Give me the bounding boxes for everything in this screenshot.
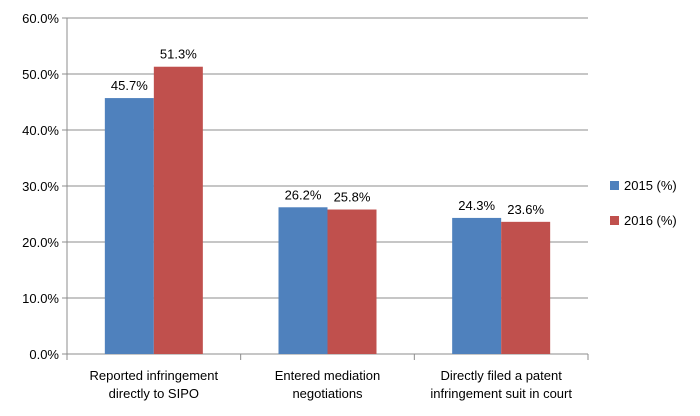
legend-label: 2015 (%) xyxy=(624,178,677,193)
y-tick-label: 60.0% xyxy=(22,11,59,26)
y-tick-label: 40.0% xyxy=(22,123,59,138)
bar xyxy=(501,221,551,354)
bar xyxy=(153,66,203,354)
bar xyxy=(327,209,377,354)
bars xyxy=(104,66,551,354)
bar-value-label: 23.6% xyxy=(507,202,544,217)
y-tick-label: 20.0% xyxy=(22,235,59,250)
bar-value-label: 25.8% xyxy=(334,190,371,205)
legend-swatch xyxy=(610,216,619,225)
x-category-label: Entered mediation negotiations xyxy=(275,368,381,401)
bar xyxy=(452,217,502,354)
bar-value-label: 45.7% xyxy=(111,78,148,93)
bar-value-label: 51.3% xyxy=(160,47,197,62)
bar xyxy=(104,98,154,354)
bar-value-label: 26.2% xyxy=(285,187,322,202)
y-tick-label: 50.0% xyxy=(22,67,59,82)
legend-label: 2016 (%) xyxy=(624,213,677,228)
x-category-label: Directly filed a patent infringement suit… xyxy=(430,368,572,401)
y-tick-label: 30.0% xyxy=(22,179,59,194)
legend: 2015 (%) 2016 (%) xyxy=(610,178,677,228)
axes: 0.0% 10.0% 20.0% 30.0% 40.0% 50.0% 60.0% Report… xyxy=(22,11,589,401)
data-labels: 45.7% 51.3% 26.2% 25.8% 24.3% 23.6% xyxy=(111,47,545,217)
bar xyxy=(278,207,328,354)
legend-swatch xyxy=(610,181,619,190)
bar-value-label: 24.3% xyxy=(458,198,495,213)
y-tick-label: 10.0% xyxy=(22,291,59,306)
x-category-label: Reported infringement directly to SIPO xyxy=(90,368,219,401)
y-tick-label: 0.0% xyxy=(29,347,59,362)
